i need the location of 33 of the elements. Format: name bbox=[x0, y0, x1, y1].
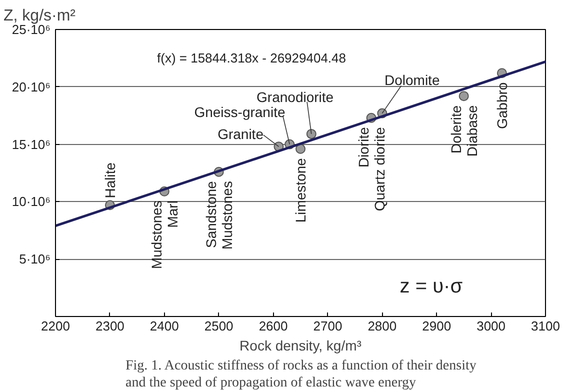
annotation: Diorite Quartz diorite bbox=[355, 126, 388, 212]
y-tick-label: 15·10⁶ bbox=[12, 136, 51, 152]
annotation: Halite bbox=[102, 162, 118, 198]
y-tick-label: 5·10⁶ bbox=[19, 252, 51, 267]
x-tick-label: 2600 bbox=[258, 318, 288, 334]
x-tick-label: 2400 bbox=[150, 318, 179, 334]
y-tick-label: 10·10⁶ bbox=[12, 194, 51, 210]
x-tick-label: 2500 bbox=[204, 318, 234, 334]
annotation: Dolerite Diabase bbox=[448, 105, 480, 157]
annotation: Granodiorite bbox=[256, 89, 334, 106]
caption: Fig. 1. Acoustic stiffness of rocks as a function of their density and the speed of propagation of elastic wave energy bbox=[126, 358, 476, 390]
x-tick-label: 2700 bbox=[313, 318, 342, 334]
point bbox=[296, 144, 306, 154]
annotation: Limestone bbox=[292, 158, 308, 223]
annotation: Mudstones Marl bbox=[148, 200, 180, 270]
point bbox=[306, 128, 316, 139]
annotation: f(x) = 15844.318x - 26929404.48 bbox=[157, 50, 346, 66]
y-tick-label: 20·10⁶ bbox=[12, 79, 51, 94]
x-tick-label: 3000 bbox=[476, 318, 506, 334]
annotation: Dolomite bbox=[384, 72, 440, 88]
x-tick-label: 2800 bbox=[368, 318, 397, 334]
x-tick-label: 2300 bbox=[95, 318, 124, 334]
x-tick-label: 2200 bbox=[41, 318, 70, 334]
annotation: z = υ·σ bbox=[400, 276, 464, 298]
x-axis-title: Rock density, kg/m³ bbox=[240, 338, 362, 354]
annotation: Gabbro bbox=[494, 82, 510, 130]
x-tick-label: 3100 bbox=[531, 318, 560, 334]
annotation: Gneiss-granite bbox=[194, 104, 286, 120]
y-axis-title: Z, kg/s·m² bbox=[4, 8, 76, 24]
annotation: Sandstone Mudstones bbox=[202, 180, 235, 250]
annotation: Granite bbox=[218, 126, 264, 142]
point bbox=[458, 91, 469, 102]
x-tick-label: 2900 bbox=[422, 318, 452, 334]
